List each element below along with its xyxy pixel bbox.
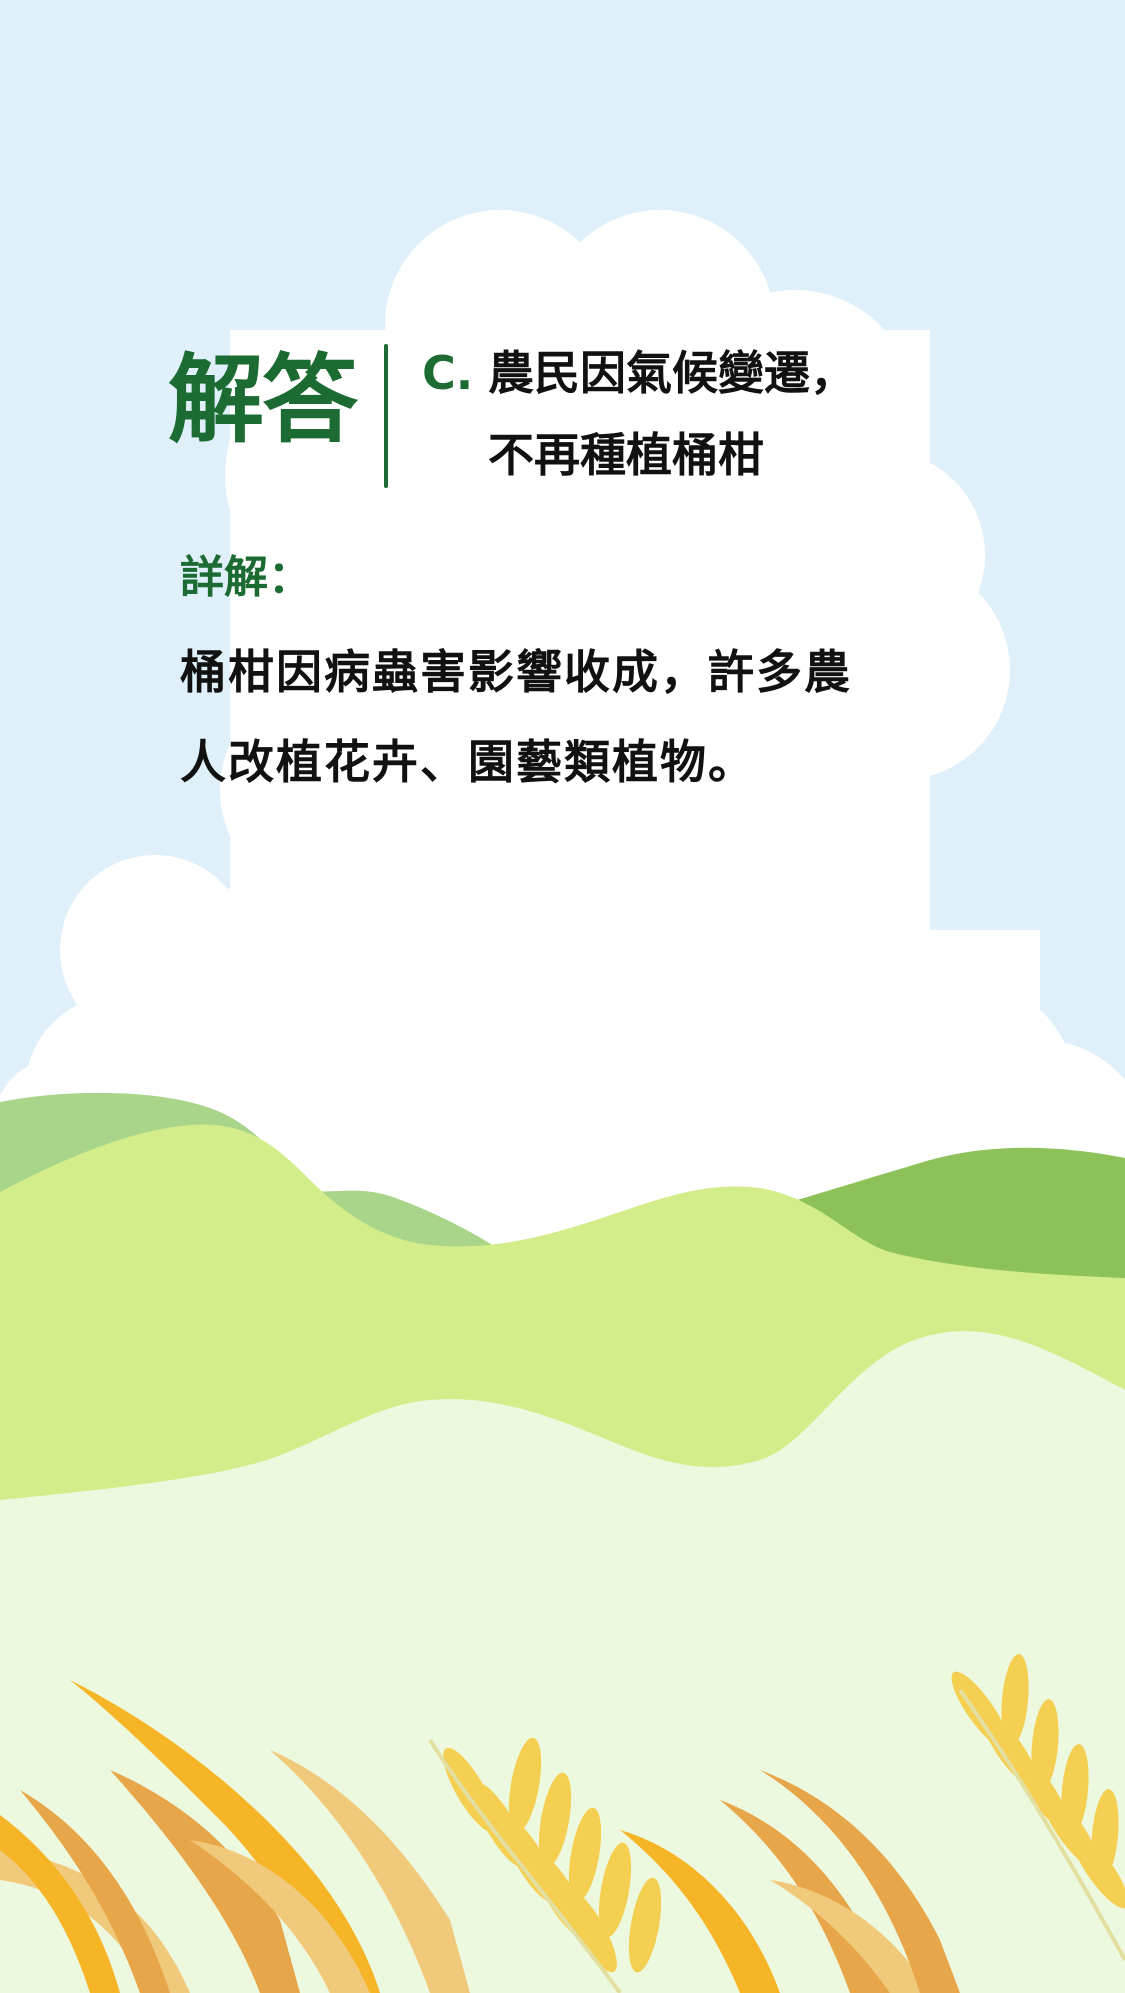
wheat-stalks — [0, 1654, 1125, 1993]
explain-label: 詳解： — [180, 552, 312, 603]
answer-line: 不再種植桶柑 — [488, 428, 764, 482]
divider — [384, 344, 388, 488]
answer-label: 解答 — [168, 344, 358, 456]
explain-line: 桶柑因病蟲害影響收成，許多農 — [180, 645, 852, 699]
cloud — [0, 210, 1125, 1260]
answer-line: 農民因氣候變遷， — [488, 346, 856, 400]
explain-line: 人改植花卉、園藝類植物。 — [180, 735, 756, 789]
answer-text: 農民因氣候變遷， 不再種植桶柑 — [488, 350, 856, 514]
explain-text: 桶柑因病蟲害影響收成，許多農 人改植花卉、園藝類植物。 — [180, 642, 980, 822]
answer-letter: C. — [422, 346, 474, 400]
